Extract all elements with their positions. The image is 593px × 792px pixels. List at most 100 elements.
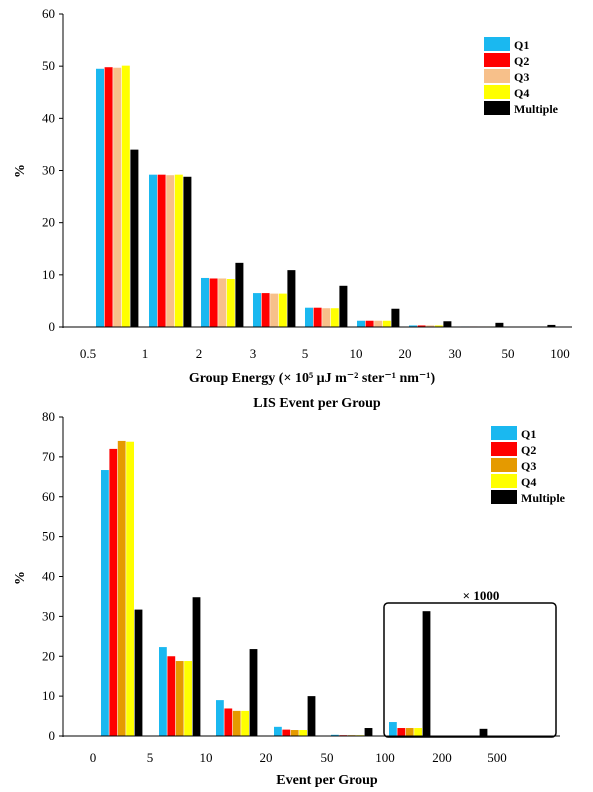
c2-bar-q2: [109, 448, 118, 736]
c1-bar-q2: [104, 67, 113, 328]
c1-bar-multiple: [235, 262, 244, 327]
c1-x-tick-label: 3: [250, 346, 257, 361]
c1-bar-q1: [409, 325, 417, 327]
c2-bar-q4: [184, 661, 192, 736]
chart2-zoom-box: [383, 602, 557, 738]
c1-legend-swatch-q1: [484, 37, 510, 51]
chart2-title: LIS Event per Group: [253, 396, 381, 411]
c2-legend-swatch-multiple: [491, 490, 517, 504]
c2-bar-q3: [175, 661, 184, 736]
c2-legend-swatch-q4: [491, 474, 517, 488]
c1-bar-q3: [166, 175, 175, 327]
c1-bar-q4: [121, 65, 130, 328]
c2-legend-swatch-q3: [491, 458, 517, 472]
c2-legend-label-q1: Q1: [521, 427, 536, 441]
c1-bar-q2: [417, 325, 426, 327]
chart1-x-ticks: 0.5 1 2 3 5 10 20 30 50 100: [80, 346, 570, 361]
c1-legend-swatch-multiple: [484, 101, 510, 115]
c1-bar-q1: [305, 307, 313, 327]
c1-bar-q1: [149, 174, 157, 327]
c2-x-tick-label: 50: [321, 750, 334, 765]
c2-bar-q3: [232, 710, 241, 736]
c1-bar-q4: [434, 325, 443, 327]
c1-x-tick-label: 5: [302, 346, 309, 361]
c1-y-tick-label: 40: [42, 110, 55, 125]
c2-bar-q4: [414, 728, 422, 736]
c2-x-tick-label: 200: [432, 750, 452, 765]
chart1-x-axis-label: Group Energy (× 10⁵ μJ m⁻² ster⁻¹ nm⁻¹): [189, 371, 436, 386]
c1-x-tick-label: 2: [196, 346, 203, 361]
c2-legend-swatch-q2: [491, 442, 517, 456]
c2-bar-q1: [274, 726, 282, 736]
c2-bar-q3: [405, 728, 414, 736]
c2-bar-q4: [241, 710, 249, 736]
c2-x-tick-label: 5: [147, 750, 154, 765]
c1-legend-label-q2: Q2: [514, 54, 529, 68]
chart1-legend: Q1 Q2 Q3 Q4 Multiple: [484, 37, 559, 116]
c2-bar-multiple: [422, 611, 431, 736]
c2-legend-label-q2: Q2: [521, 443, 536, 457]
c1-bar-q4: [174, 174, 183, 327]
c1-legend-swatch-q4: [484, 85, 510, 99]
c1-legend-label-q3: Q3: [514, 70, 529, 84]
chart2-y-axis-label: %: [13, 571, 28, 585]
c1-legend-label-multiple: Multiple: [514, 102, 559, 116]
c2-y-tick-label: 50: [42, 529, 55, 544]
c1-bar-multiple: [391, 308, 400, 327]
c2-y-tick-label: 30: [42, 608, 55, 623]
c1-x-tick-label: 100: [550, 346, 570, 361]
c2-bar-multiple: [192, 597, 201, 736]
c1-legend-swatch-q3: [484, 69, 510, 83]
c1-x-tick-label: 0.5: [80, 346, 96, 361]
c2-legend-label-q3: Q3: [521, 459, 536, 473]
c1-bar-q4: [330, 308, 339, 327]
c1-bar-q1: [96, 68, 104, 328]
c1-y-tick-label: 10: [42, 267, 55, 282]
c1-bar-q3: [270, 293, 279, 327]
c1-bar-multiple: [495, 322, 504, 327]
c1-bar-q2: [157, 174, 166, 327]
chart1-bars: [63, 65, 572, 328]
c2-bar-multiple: [479, 728, 488, 736]
c1-bar-multiple: [287, 270, 296, 327]
c1-bar-q3: [218, 278, 227, 327]
c1-legend-swatch-q2: [484, 53, 510, 67]
c2-bar-multiple: [307, 696, 316, 736]
chart1-y-ticks: 0 10 20 30 40 50 60: [42, 6, 63, 334]
c2-bar-q1: [389, 722, 397, 736]
c1-y-tick-label: 50: [42, 58, 55, 73]
c2-y-tick-label: 80: [42, 409, 55, 424]
c1-bar-q2: [313, 307, 322, 327]
c1-bar-q4: [382, 320, 391, 327]
c2-bar-q2: [282, 729, 291, 736]
c1-bar-q2: [365, 320, 374, 327]
c1-x-tick-label: 1: [142, 346, 149, 361]
c1-bar-multiple: [130, 149, 139, 327]
c2-legend-label-multiple: Multiple: [521, 491, 566, 505]
c2-bar-q1: [159, 647, 167, 736]
c2-bar-q4: [126, 441, 134, 736]
c1-x-tick-label: 30: [449, 346, 462, 361]
chart2-x-axis-label: Event per Group: [276, 773, 378, 788]
chart1-y-axis-label: %: [13, 164, 28, 178]
c1-legend-label-q4: Q4: [514, 86, 529, 100]
c2-x-tick-label: 20: [260, 750, 273, 765]
c2-bar-multiple: [249, 649, 258, 736]
c2-legend-swatch-q1: [491, 426, 517, 440]
c1-bar-q3: [322, 308, 331, 327]
c2-bar-q1: [101, 470, 109, 736]
c1-y-tick-label: 30: [42, 163, 55, 178]
c2-bar-q3: [290, 730, 299, 736]
c1-bar-q1: [357, 320, 365, 327]
c1-y-tick-label: 20: [42, 215, 55, 230]
c2-y-tick-label: 10: [42, 688, 55, 703]
c1-bar-q3: [374, 320, 383, 327]
chart-lis-event-per-group: LIS Event per Group 0 10 20 30 40 50 60 70 80 0 5…: [13, 396, 566, 788]
chart2-bars: [63, 440, 560, 737]
c2-bar-q2: [167, 656, 176, 736]
c1-bar-q2: [261, 293, 270, 327]
c2-bar-q2: [397, 728, 406, 736]
c1-legend-label-q1: Q1: [514, 38, 529, 52]
c1-bar-q3: [426, 325, 435, 327]
c1-bar-multiple: [339, 285, 348, 327]
